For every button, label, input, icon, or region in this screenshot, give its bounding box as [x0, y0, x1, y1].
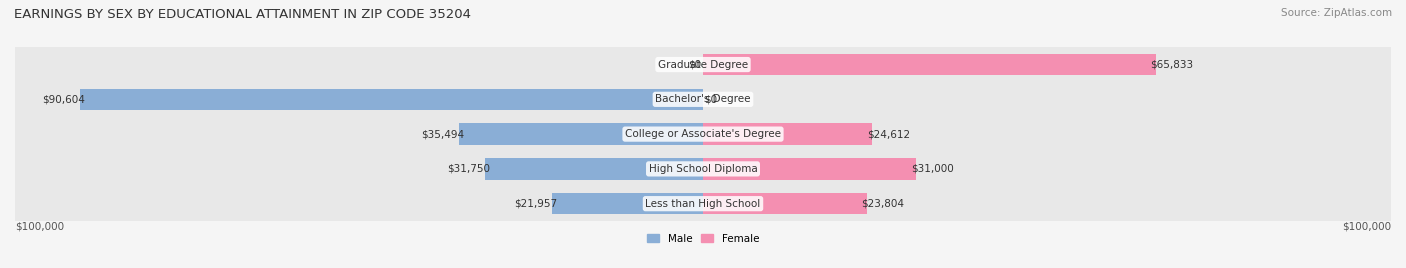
FancyBboxPatch shape — [15, 81, 1391, 117]
Legend: Male, Female: Male, Female — [644, 231, 762, 247]
Text: Less than High School: Less than High School — [645, 199, 761, 209]
FancyBboxPatch shape — [15, 47, 1391, 82]
Text: $0: $0 — [689, 59, 702, 70]
Text: $21,957: $21,957 — [515, 199, 557, 209]
FancyBboxPatch shape — [15, 116, 1391, 152]
Text: Bachelor's Degree: Bachelor's Degree — [655, 94, 751, 104]
Bar — [458, 123, 703, 145]
Bar — [553, 193, 703, 214]
Bar — [703, 158, 917, 180]
Text: $35,494: $35,494 — [422, 129, 464, 139]
Text: High School Diploma: High School Diploma — [648, 164, 758, 174]
Text: $24,612: $24,612 — [868, 129, 910, 139]
Text: $100,000: $100,000 — [15, 221, 65, 231]
Text: College or Associate's Degree: College or Associate's Degree — [626, 129, 780, 139]
Text: EARNINGS BY SEX BY EDUCATIONAL ATTAINMENT IN ZIP CODE 35204: EARNINGS BY SEX BY EDUCATIONAL ATTAINMEN… — [14, 8, 471, 21]
FancyBboxPatch shape — [15, 186, 1391, 221]
Text: $23,804: $23,804 — [862, 199, 904, 209]
Bar — [703, 54, 1156, 75]
Text: $100,000: $100,000 — [1341, 221, 1391, 231]
Bar — [485, 158, 703, 180]
Bar — [80, 88, 703, 110]
Bar — [703, 193, 866, 214]
FancyBboxPatch shape — [15, 151, 1391, 187]
Text: $31,000: $31,000 — [911, 164, 953, 174]
Text: $65,833: $65,833 — [1150, 59, 1194, 70]
Text: $90,604: $90,604 — [42, 94, 86, 104]
Text: $0: $0 — [704, 94, 717, 104]
Text: Graduate Degree: Graduate Degree — [658, 59, 748, 70]
Bar — [703, 123, 872, 145]
Text: $31,750: $31,750 — [447, 164, 491, 174]
Text: Source: ZipAtlas.com: Source: ZipAtlas.com — [1281, 8, 1392, 18]
